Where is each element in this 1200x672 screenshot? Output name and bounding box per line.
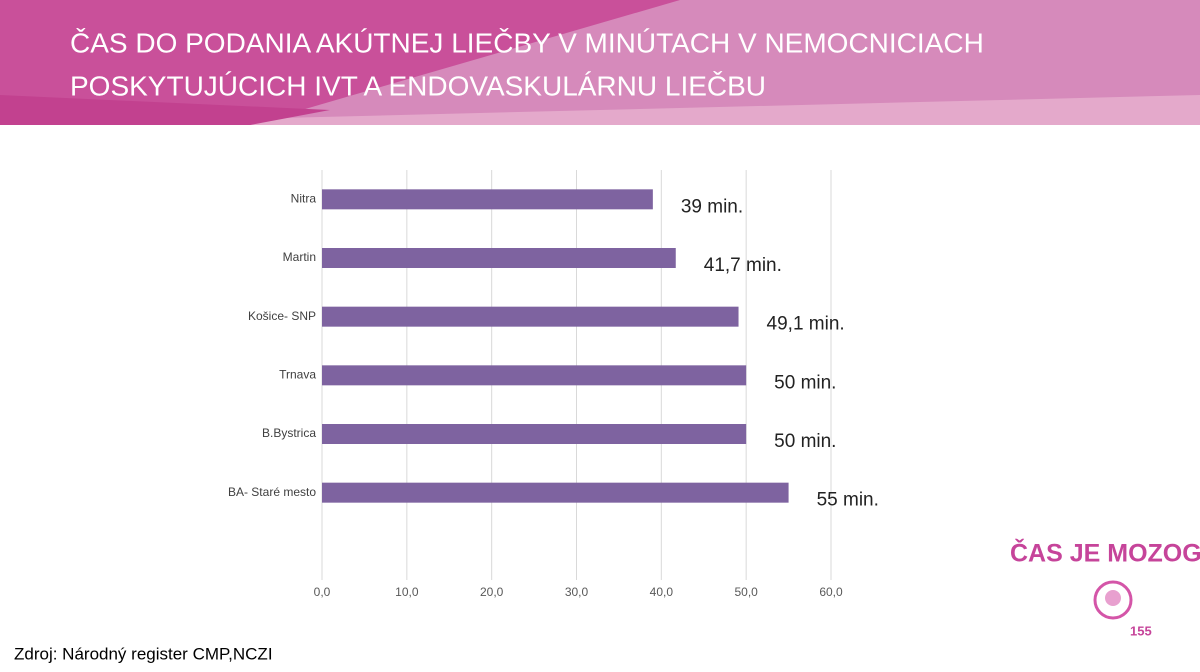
logo-number: 155 — [1130, 623, 1152, 638]
chart-title: POSKYTUJÚCICH IVT A ENDOVASKULÁRNU LIEČB… — [70, 70, 766, 101]
y-tick-label: BA- Staré mesto — [228, 485, 316, 499]
logo-brain-core — [1105, 590, 1121, 606]
header — [0, 0, 1200, 125]
logo-brain — [1093, 580, 1133, 620]
bar — [322, 248, 676, 268]
x-tick-label: 30,0 — [565, 585, 589, 599]
x-tick-label: 10,0 — [395, 585, 419, 599]
header-dark — [0, 0, 680, 125]
value-label: 41,7 min. — [704, 255, 782, 276]
value-label: 55 min. — [817, 490, 879, 511]
bar — [322, 424, 747, 444]
logo-text: ČAS JE MOZOG! — [1010, 538, 1200, 568]
bar — [322, 189, 653, 210]
chart-title: ČAS DO PODANIA AKÚTNEJ LIEČBY V MINÚTACH… — [70, 27, 984, 58]
y-tick-label: Nitra — [291, 192, 317, 206]
x-tick-label: 40,0 — [650, 585, 674, 599]
value-label: 50 min. — [774, 372, 836, 393]
bar — [322, 365, 747, 386]
y-tick-label: Martin — [283, 250, 316, 264]
y-tick-label: Trnava — [279, 368, 316, 382]
x-tick-label: 50,0 — [734, 585, 758, 599]
y-tick-label: B.Bystrica — [262, 426, 316, 440]
bar — [322, 482, 789, 503]
x-tick-label: 0,0 — [314, 585, 331, 599]
header-accent — [0, 95, 330, 125]
value-label: 39 min. — [681, 196, 743, 217]
value-label: 50 min. — [774, 431, 836, 452]
value-label: 49,1 min. — [767, 314, 845, 335]
x-tick-label: 60,0 — [819, 585, 843, 599]
x-tick-label: 20,0 — [480, 585, 504, 599]
source: Zdroj: Národný register CMP,NCZI — [14, 644, 273, 663]
logo: ČAS JE MOZOG! 155 — [1010, 538, 1200, 639]
bar — [322, 306, 739, 327]
y-tick-label: Košice- SNP — [248, 309, 316, 323]
